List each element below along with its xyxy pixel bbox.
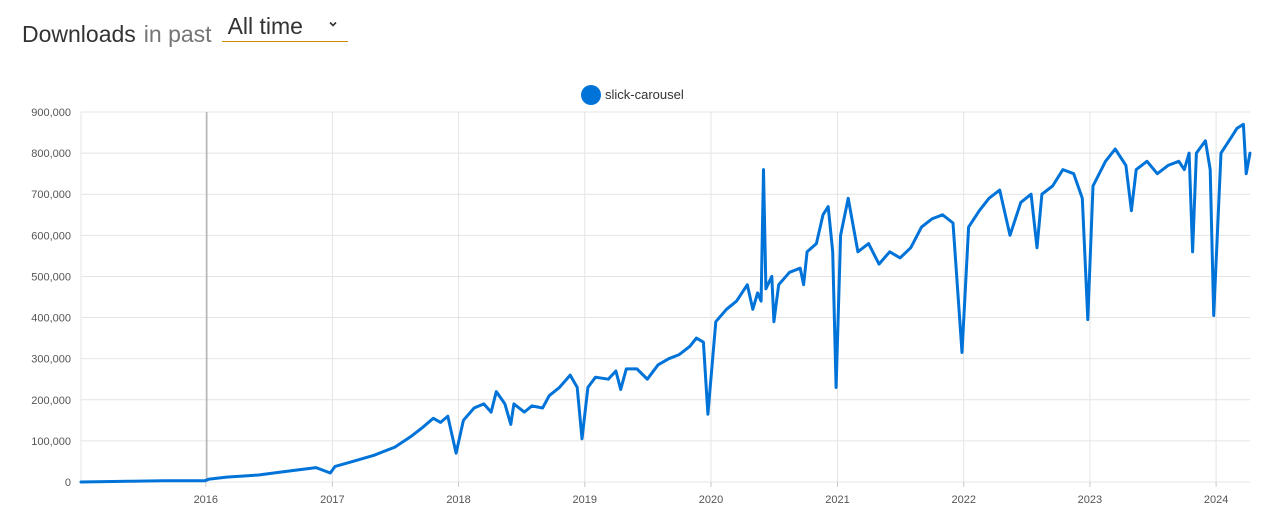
x-tick-label: 2024 <box>1204 494 1228 506</box>
chevron-down-icon <box>328 21 337 27</box>
y-tick-label: 200,000 <box>31 395 71 407</box>
time-range-select[interactable]: All time <box>221 12 348 42</box>
legend-label: slick-carousel <box>605 87 684 102</box>
x-tick-label: 2019 <box>573 494 597 506</box>
y-tick-label: 600,000 <box>31 230 71 242</box>
y-tick-label: 500,000 <box>31 271 71 283</box>
y-tick-label: 700,000 <box>31 189 71 201</box>
y-tick-label: 300,000 <box>31 354 71 366</box>
y-tick-label: 0 <box>65 477 71 489</box>
downloads-header: Downloads in past All time <box>22 12 348 48</box>
x-tick-label: 2017 <box>320 494 344 506</box>
time-range-value: All time <box>227 13 303 39</box>
x-tick-label: 2020 <box>699 494 723 506</box>
y-tick-label: 400,000 <box>31 313 71 325</box>
y-tick-label: 800,000 <box>31 148 71 160</box>
downloads-title: Downloads <box>22 21 136 47</box>
legend-marker <box>581 85 601 105</box>
series-line-slick-carousel <box>79 122 1252 484</box>
y-tick-label: 900,000 <box>31 107 71 119</box>
x-tick-label: 2023 <box>1078 494 1102 506</box>
downloads-subtitle: in past <box>143 21 212 47</box>
x-tick-label: 2022 <box>951 494 975 506</box>
x-tick-label: 2016 <box>194 494 218 506</box>
y-tick-label: 100,000 <box>31 436 71 448</box>
x-tick-label: 2018 <box>446 494 470 506</box>
x-tick-label: 2021 <box>825 494 849 506</box>
